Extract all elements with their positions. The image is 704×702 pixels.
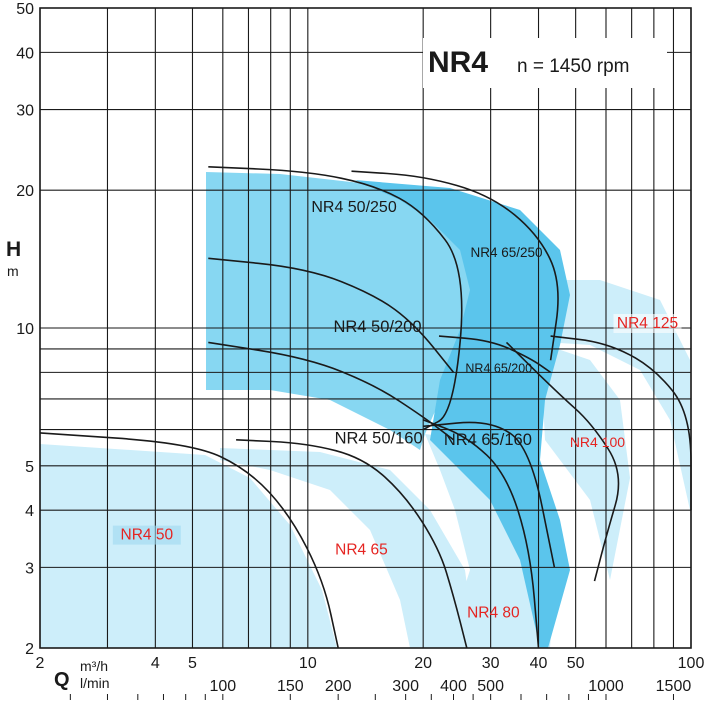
x-tick-label: 4 (151, 655, 160, 672)
y-tick-label: 3 (25, 560, 34, 577)
area-nr4-50-series-region (206, 172, 475, 450)
title-box (423, 38, 667, 88)
x-secondary-tick-label: 1000 (588, 678, 624, 695)
x-tick-label: 5 (188, 655, 197, 672)
y-axis-label: H (6, 238, 21, 261)
y-axis-unit: m (7, 263, 19, 279)
series-label: NR4 50/250 (311, 199, 396, 216)
series-labels: NR4 50 NR4 65 NR4 80 NR4 100 NR4 125 NR4 50/1… (112, 199, 682, 622)
x-secondary-tick-label: 100 (209, 678, 236, 695)
x-tick-labels-lmin: 100 150 200 300 400 500 1000 1500 (209, 678, 691, 695)
curve-nr4-50-160 (208, 341, 454, 441)
y-tick-label: 2 (25, 641, 34, 658)
y-tick-label: 10 (16, 321, 34, 338)
x-secondary-tick-label: 1500 (656, 678, 692, 695)
x-tick-label: 50 (567, 655, 585, 672)
x-axis-unit-secondary: l/min (80, 675, 110, 691)
series-label-bg (613, 314, 682, 333)
curve-nr4-65-160 (423, 421, 556, 568)
x-tick-label: 40 (530, 655, 548, 672)
curve-nr4-65 (236, 439, 468, 649)
series-label: NR4 65 (335, 542, 388, 559)
curve-nr4-50-250 (208, 166, 463, 431)
series-label: NR4 50/200 (333, 318, 421, 336)
y-tick-label: 50 (16, 1, 34, 18)
x-secondary-tick-label: 400 (440, 678, 467, 695)
area-nr4-100-region (540, 343, 630, 580)
performance-curves (39, 166, 692, 649)
curve-nr4-65-200 (438, 335, 552, 374)
series-label: NR4 100 (570, 434, 625, 450)
curve-nr4-50 (39, 432, 339, 649)
series-label: NR4 125 (617, 315, 678, 332)
x-secondary-tick-label: 500 (477, 678, 504, 695)
chart-subtitle: n = 1450 rpm (517, 56, 630, 77)
series-label: NR4 65/200 (465, 361, 532, 375)
area-nr4-50-region (40, 444, 337, 648)
y-tick-labels: 2 3 4 5 10 20 30 40 50 (16, 1, 34, 658)
x-minor-tick-marks (69, 694, 674, 700)
series-label-bg (112, 525, 181, 545)
series-label: NR4 80 (467, 605, 520, 622)
series-label: NR4 65/250 (470, 245, 542, 260)
y-tick-label: 40 (16, 45, 34, 62)
series-label: NR4 65/160 (444, 431, 532, 449)
series-label: NR4 50 (121, 527, 174, 544)
x-tick-label: 20 (414, 655, 432, 672)
plot-frame (39, 7, 692, 649)
y-tick-label: 4 (25, 503, 34, 520)
x-tick-label: 100 (678, 655, 704, 672)
y-tick-label: 30 (16, 103, 34, 120)
x-axis-label: Q (54, 669, 70, 691)
area-nr4-65-region (220, 448, 475, 648)
y-tick-label: 5 (25, 459, 34, 476)
y-tick-label: 20 (16, 183, 34, 200)
curve-fill-areas (40, 172, 690, 648)
area-nr4-65-series-region (355, 180, 570, 648)
x-axis-unit-primary: m³/h (80, 658, 108, 674)
x-tick-label: 2 (36, 655, 45, 672)
x-secondary-tick-label: 300 (392, 678, 419, 695)
x-tick-label: 10 (299, 655, 317, 672)
curve-nr4-100 (505, 341, 620, 582)
x-tick-labels-m3h: 2 4 5 10 20 30 40 50 100 (36, 655, 704, 672)
x-secondary-tick-label: 150 (277, 678, 304, 695)
chart-title: NR4 (428, 46, 488, 79)
series-label: NR4 50/160 (335, 429, 423, 447)
curve-nr4-125 (550, 335, 692, 511)
curve-nr4-50-200 (208, 257, 455, 373)
x-tick-label: 30 (482, 655, 500, 672)
curve-nr4-65-250 (351, 170, 559, 361)
x-secondary-tick-label: 200 (325, 678, 352, 695)
